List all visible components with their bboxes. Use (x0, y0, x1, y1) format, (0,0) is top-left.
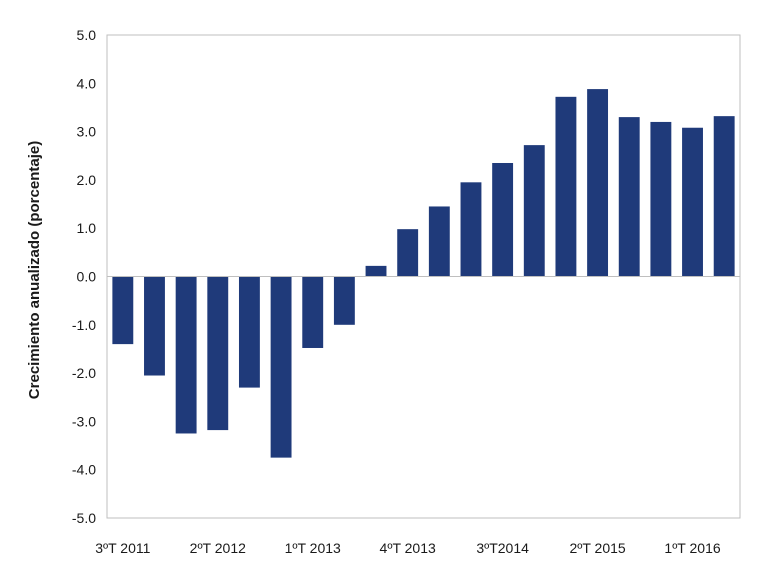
bar-20 (713, 116, 735, 277)
bar-16 (587, 89, 609, 277)
bar-4 (207, 276, 229, 431)
x-tick-label: 2ºT 2012 (190, 540, 246, 556)
y-tick-label: 5.0 (77, 27, 97, 43)
bar-13 (492, 162, 514, 277)
y-tick-label: 0.0 (77, 269, 97, 285)
y-tick-label: -4.0 (72, 462, 96, 478)
bar-17 (618, 117, 640, 277)
bar-7 (302, 276, 324, 348)
bar-3 (175, 276, 197, 434)
bar-8 (333, 276, 355, 325)
y-tick-label: -3.0 (72, 413, 96, 429)
y-tick-label: -2.0 (72, 365, 96, 381)
y-axis-title: Crecimiento anualizado (porcentaje) (26, 141, 43, 399)
bar-9 (365, 265, 387, 277)
bar-12 (460, 182, 482, 277)
bar-10 (397, 229, 419, 277)
bar-5 (238, 276, 260, 388)
y-tick-label: 3.0 (77, 124, 97, 140)
y-tick-label: 1.0 (77, 220, 97, 236)
y-tick-label: -1.0 (72, 317, 96, 333)
bar-6 (270, 276, 292, 458)
x-tick-label: 3ºT 2011 (95, 540, 150, 556)
bar-18 (650, 121, 672, 277)
bar-15 (555, 96, 577, 277)
bar-14 (523, 145, 545, 277)
x-tick-label: 3ºT2014 (476, 540, 529, 556)
x-tick-label: 1ºT 2016 (664, 540, 720, 556)
bar-11 (428, 206, 450, 277)
y-tick-label: 4.0 (77, 75, 97, 91)
bar-19 (682, 127, 703, 277)
y-tick-label: 2.0 (77, 172, 97, 188)
x-tick-label: 4ºT 2013 (380, 540, 436, 556)
x-tick-label: 1ºT 2013 (285, 540, 341, 556)
y-tick-label: -5.0 (72, 510, 96, 526)
x-tick-label: 2ºT 2015 (569, 540, 625, 556)
bar-1 (112, 276, 134, 345)
bar-2 (144, 276, 165, 376)
